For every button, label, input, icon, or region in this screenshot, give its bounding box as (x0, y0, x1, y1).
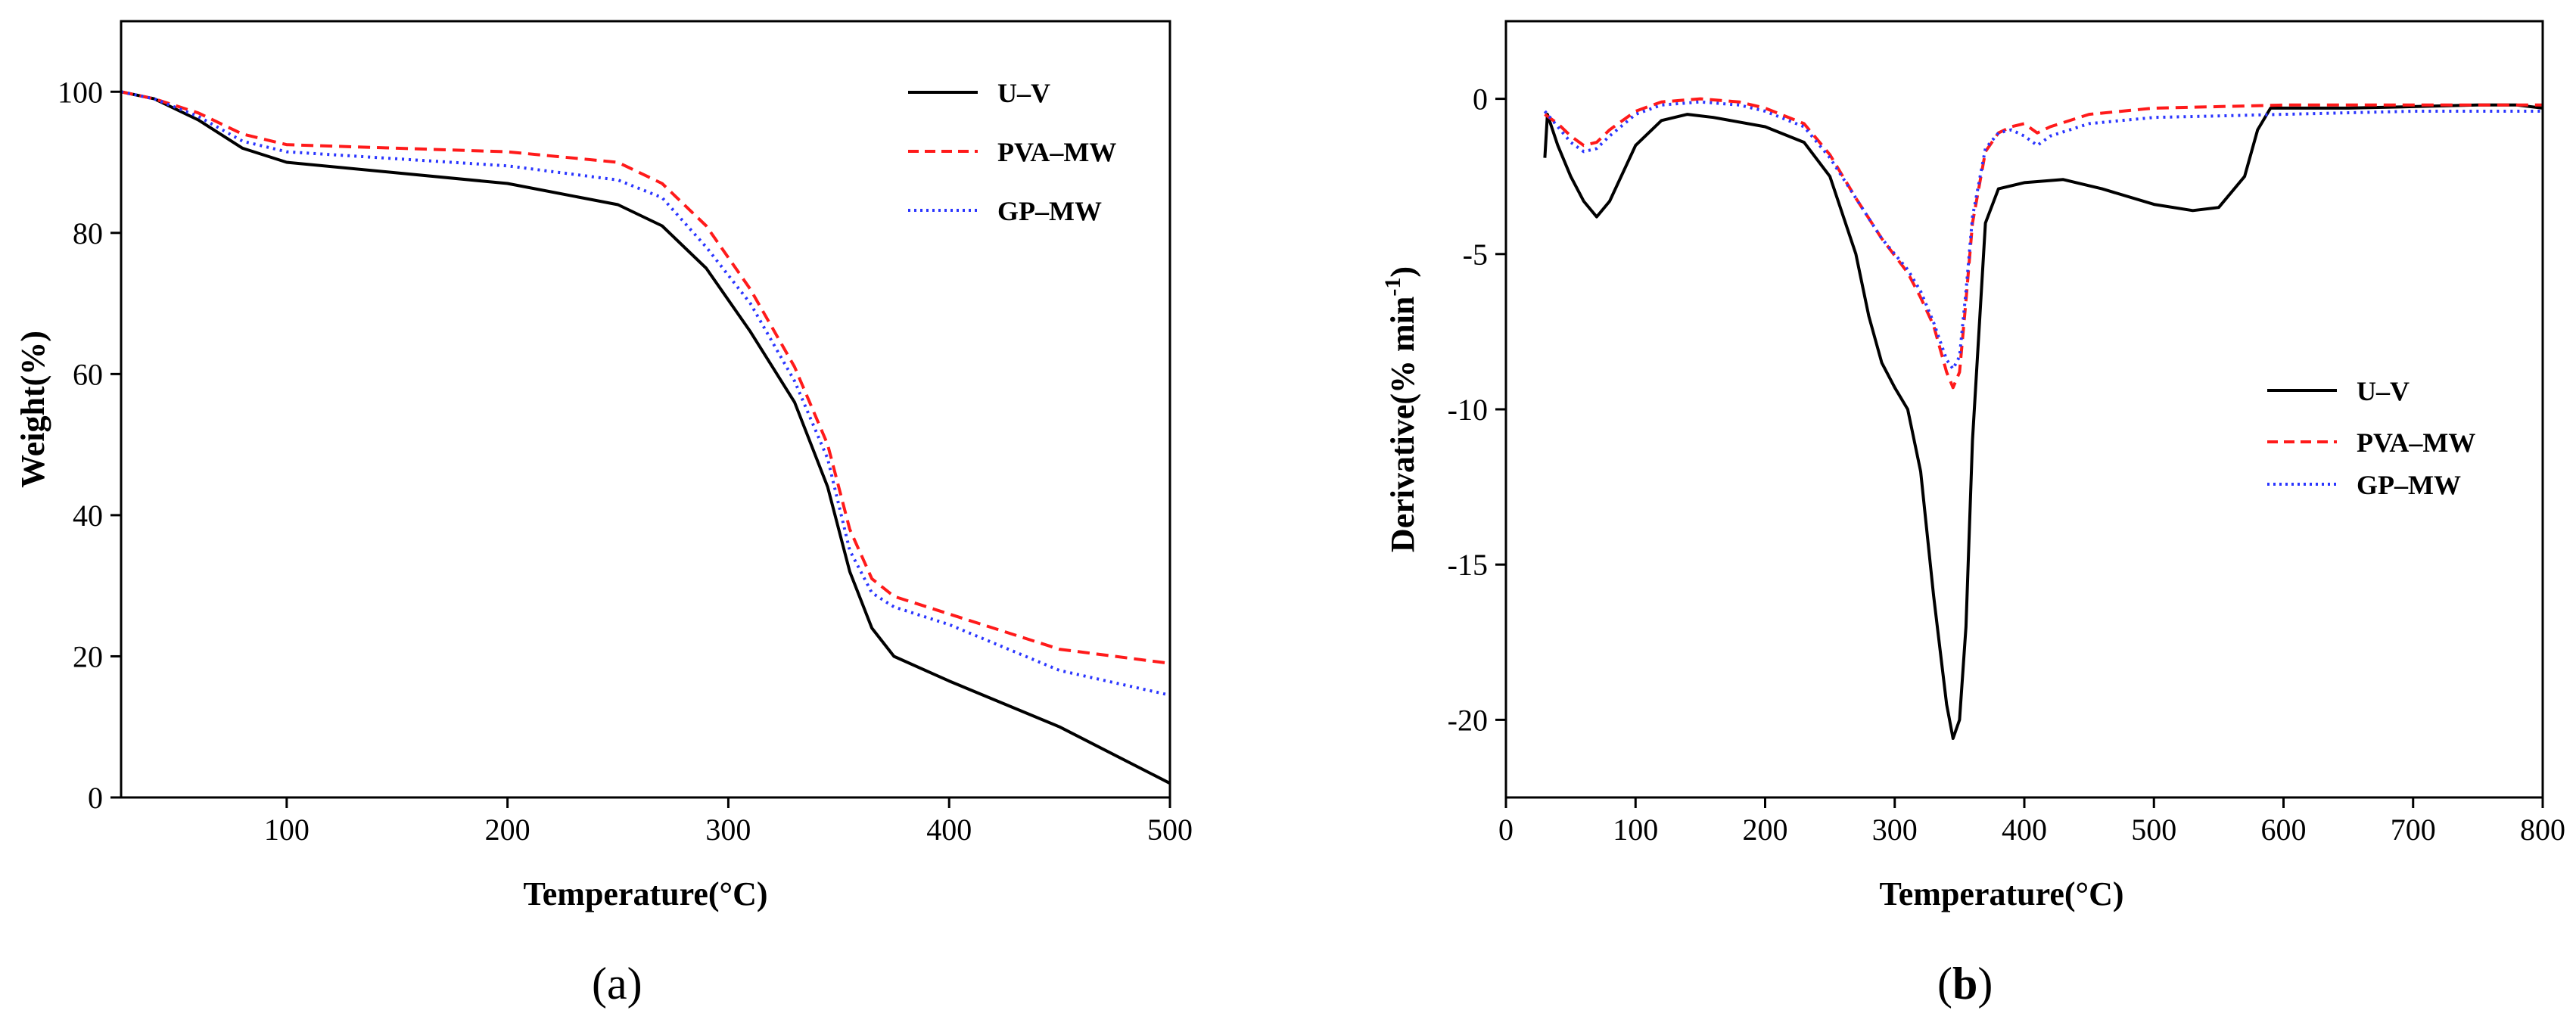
series-line-gp-mw (121, 90, 1170, 697)
y-tick-label: 0 (1473, 82, 1488, 117)
x-axis-title: Temperature(°C) (523, 875, 767, 912)
x-tick-label: 800 (2520, 813, 2565, 847)
y-tick-label: -10 (1448, 393, 1488, 427)
x-tick-label: 400 (926, 813, 972, 847)
plot-frame (120, 20, 1171, 799)
x-tick-label: 700 (2391, 813, 2436, 847)
chart-panel-b: 0 100 200 300 400 500 600 700 800 0 -5 -10 -15 -20 Te… (1380, 20, 2565, 1009)
y-axis-title-sup: -1 (1380, 278, 1405, 297)
series-line-u-v (1543, 103, 2543, 740)
x-tick-label: 200 (1743, 813, 1788, 847)
x-tick-label: 500 (2131, 813, 2176, 847)
x-tick-label: 0 (1498, 813, 1514, 847)
legend-label-gp-mw: GP–MW (2357, 470, 2461, 500)
y-tick-label: -20 (1448, 703, 1488, 737)
series-line-pva-mw (121, 90, 1170, 665)
series-group (121, 90, 1170, 785)
y-axis-title: Derivative(% min-1) (1380, 266, 1421, 552)
panel-label-a: (a) (592, 959, 642, 1009)
legend-label-gp-mw: GP–MW (997, 196, 1102, 226)
y-tick-label: -15 (1448, 548, 1488, 582)
x-tick-label: 600 (2261, 813, 2307, 847)
y-axis-title-main: Derivative(% min (1384, 297, 1421, 552)
x-tick-label: 400 (2002, 813, 2047, 847)
series-line-gp-mw (1543, 100, 2543, 371)
y-tick-label: 100 (58, 75, 103, 109)
series-line-u-v (121, 90, 1170, 785)
x-tick-label: 500 (1147, 813, 1193, 847)
x-tick-label: 100 (1613, 813, 1658, 847)
y-tick-label: 60 (73, 357, 103, 391)
x-axis-title: Temperature(°C) (1879, 875, 2123, 912)
tick-group: 100 200 300 400 500 0 20 40 60 80 100 (58, 75, 1193, 847)
chart-panel-a: 100 200 300 400 500 0 20 40 60 80 100 Temperature(… (14, 20, 1193, 1009)
plot-frame (1504, 20, 2544, 799)
y-tick-label: 40 (73, 499, 103, 533)
x-tick-label: 100 (264, 813, 310, 847)
y-tick-label: 80 (73, 216, 103, 250)
x-tick-label: 300 (1872, 813, 1918, 847)
legend-label-pva-mw: PVA–MW (997, 137, 1116, 167)
tick-group: 0 100 200 300 400 500 600 700 800 0 -5 -10 -15 -20 (1448, 82, 2565, 847)
y-axis-title: Weight(%) (14, 331, 51, 488)
y-tick-label: 20 (73, 639, 103, 673)
legend-label-pva-mw: PVA–MW (2357, 427, 2475, 458)
y-axis-title-end: ) (1384, 266, 1421, 278)
series-line-pva-mw (1544, 97, 2543, 390)
legend: U–V PVA–MW GP–MW (908, 78, 1116, 226)
legend-label-u-v: U–V (997, 78, 1050, 108)
y-tick-label: 0 (88, 781, 103, 815)
y-tick-label: -5 (1463, 238, 1488, 272)
series-group (1543, 97, 2543, 740)
panel-label-b: (b) (1937, 959, 1993, 1009)
x-tick-label: 300 (705, 813, 751, 847)
legend: U–V PVA–MW GP–MW (2267, 376, 2475, 500)
panel-label-b-letter: b (1952, 959, 1977, 1009)
x-tick-label: 200 (485, 813, 530, 847)
panel-label-a-letter: a (607, 959, 627, 1009)
legend-label-u-v: U–V (2357, 376, 2410, 406)
